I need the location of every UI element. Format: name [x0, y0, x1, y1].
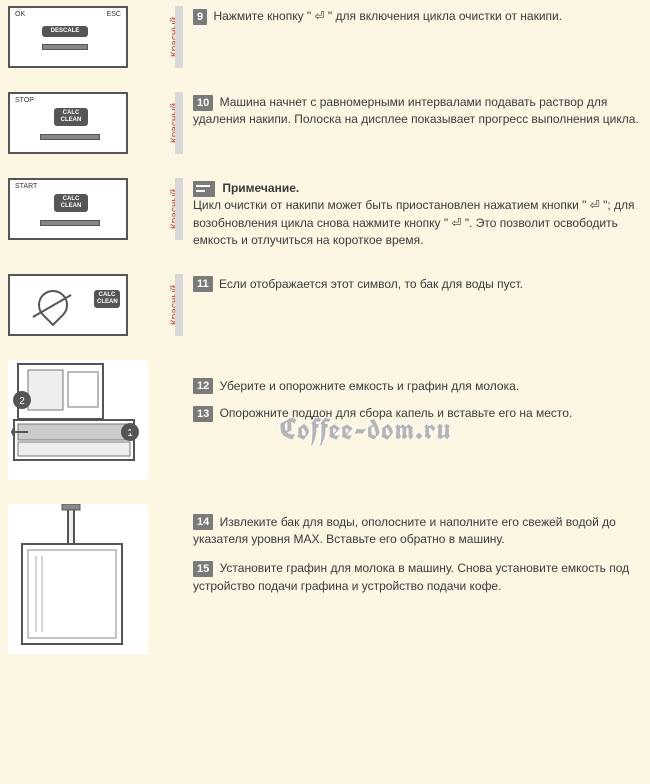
step-badge: 15 — [193, 561, 213, 577]
ok-label: OK — [15, 11, 25, 18]
calc-clean-pill: CALC CLEAN — [54, 108, 88, 126]
illustration-note: START CALC CLEAN Красный — [0, 178, 175, 240]
progress-bar — [40, 134, 100, 140]
display-screen-9: OK ESC DESCALE — [8, 6, 128, 68]
step-14-text: 14 Извлеките бак для воды, ополосните и … — [193, 514, 644, 549]
progress-bar — [40, 220, 100, 226]
indicator-bar — [175, 6, 183, 68]
step-badge: 13 — [193, 406, 213, 422]
progress-bar — [42, 44, 88, 50]
step-9-body: Нажмите кнопку " ⏎ " для включения цикла… — [213, 9, 562, 23]
indicator-bar — [175, 178, 183, 240]
illustration-9: OK ESC DESCALE Красный — [0, 6, 175, 68]
step-9-text: 9 Нажмите кнопку " ⏎ " для включения цик… — [193, 8, 644, 25]
illustration-10: STOP CALC CLEAN Красный — [0, 92, 175, 154]
step-row-11: CALC CLEAN Красный 11 Если отображается … — [0, 274, 650, 336]
note-title: Примечание. — [222, 181, 299, 195]
step-row-9: OK ESC DESCALE Красный 9 Нажмите кнопку … — [0, 6, 650, 68]
step-10-text: 10 Машина начнет с равномерными интервал… — [193, 94, 644, 129]
step-11-body: Если отображается этот символ, то бак дл… — [219, 277, 523, 291]
step-row-10: STOP CALC CLEAN Красный 10 Машина начнет… — [0, 92, 650, 154]
esc-label: ESC — [107, 11, 121, 18]
step-15-body: Установите графин для молока в машину. С… — [193, 561, 629, 592]
calc-clean-pill: CALC CLEAN — [54, 194, 88, 212]
note-body: Цикл очистки от накипи может быть приост… — [193, 197, 644, 249]
step-badge: 10 — [193, 95, 213, 111]
start-label: START — [15, 183, 37, 190]
display-screen-10: STOP CALC CLEAN — [8, 92, 128, 154]
step-row-note: START CALC CLEAN Красный Примечание. Цик… — [0, 178, 650, 250]
step-13-text: 13 Опорожните поддон для сбора капель и … — [193, 405, 644, 422]
step-row-12-13: 2 1 12 Уберите и опорожните емкость и гр… — [0, 360, 650, 480]
illustration-11: CALC CLEAN Красный — [0, 274, 175, 336]
step-12-text: 12 Уберите и опорожните емкость и графин… — [193, 378, 644, 395]
step-14-body: Извлеките бак для воды, ополосните и нап… — [193, 515, 616, 546]
step-badge: 14 — [193, 514, 213, 530]
illustration-water-tank — [0, 504, 175, 654]
indicator-bar — [175, 92, 183, 154]
step-15-text: 15 Установите графин для молока в машину… — [193, 560, 644, 595]
descale-pill: DESCALE — [42, 26, 88, 37]
indicator-bar — [175, 274, 183, 336]
svg-text:2: 2 — [19, 396, 25, 407]
display-screen-start: START CALC CLEAN — [8, 178, 128, 240]
svg-text:1: 1 — [127, 428, 133, 439]
note-icon — [193, 181, 215, 197]
calc-clean-pill: CALC CLEAN — [94, 290, 120, 308]
display-screen-empty: CALC CLEAN — [8, 274, 128, 336]
note-title-line: Примечание. — [193, 180, 644, 197]
machine-tray-svg: 2 1 — [8, 360, 148, 480]
step-11-text: 11 Если отображается этот символ, то бак… — [193, 276, 644, 293]
step-badge: 9 — [193, 9, 207, 25]
step-badge: 11 — [193, 276, 213, 292]
step-12-body: Уберите и опорожните емкость и графин дл… — [220, 379, 520, 393]
step-10-body: Машина начнет с равномерными интервалами… — [193, 95, 639, 126]
water-tank-svg — [8, 504, 148, 654]
stop-label: STOP — [15, 97, 34, 104]
step-badge: 12 — [193, 378, 213, 394]
illustration-machine-tray: 2 1 — [0, 360, 175, 480]
step-13-body: Опорожните поддон для сбора капель и вст… — [220, 406, 573, 420]
step-row-14-15: 14 Извлеките бак для воды, ополосните и … — [0, 504, 650, 654]
